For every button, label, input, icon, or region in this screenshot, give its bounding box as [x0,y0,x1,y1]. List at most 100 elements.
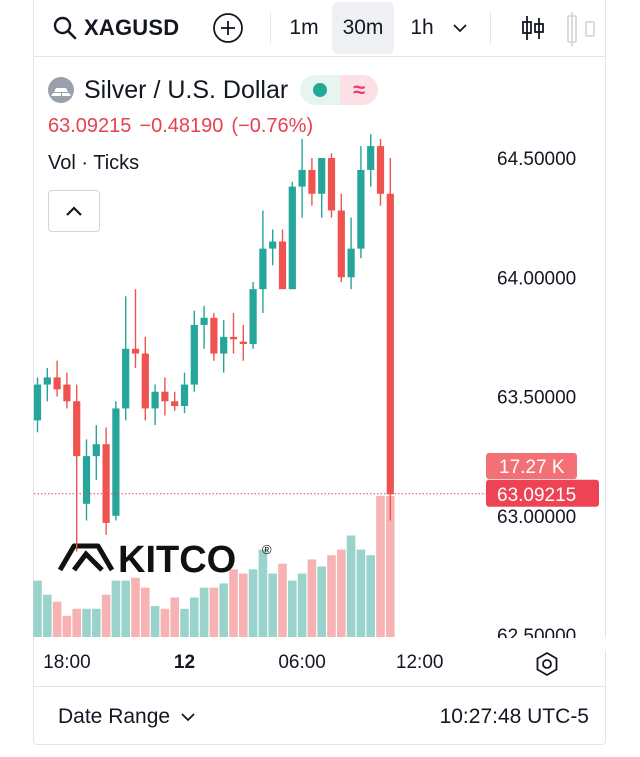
volume-bar [239,573,248,637]
candle-body [220,336,228,354]
collapse-legend-button[interactable] [48,190,100,232]
toolbar-divider [270,12,271,44]
candle-body [347,248,355,278]
search-icon [53,16,77,40]
candles-icon [522,16,544,40]
price-change: −0.48190 [139,115,224,137]
y-axis-tick-label: 63.00000 [497,507,576,528]
candle-body [161,391,169,402]
market-open-dot-icon [300,75,341,105]
candle-body [249,289,257,345]
volume-bar [209,587,219,637]
volume-bar [121,580,130,637]
candle-body [180,384,189,407]
volume-bar [52,601,62,637]
plus-circle-icon [213,13,243,43]
volume-bar [258,549,268,637]
volume-bar [111,580,121,637]
bottom-bar: Date Range 10:27:48 UTC-5 [34,686,605,747]
volume-bar [248,569,258,637]
volume-bar [337,549,346,637]
volume-bar [219,583,228,637]
interval-1h[interactable]: 1h [410,16,434,39]
candle-body [63,384,71,402]
candle-body [259,248,267,290]
toolbar-divider [490,12,491,44]
last-price: 63.09215 [48,115,132,137]
candle-body [367,146,375,170]
candle-body [239,341,247,345]
last-price-tag [486,479,599,507]
candle-body [357,169,365,249]
last-volume-tag [486,453,577,479]
candle-body [308,169,316,194]
date-range-label: Date Range [58,705,171,728]
interval-30m[interactable]: 30m [332,2,394,54]
volume-bar [170,597,179,637]
chart-type-button[interactable] [518,0,548,56]
chart-toolbar: XAGUSD 1m 30m 1h [34,0,605,57]
volume-bar [82,608,91,637]
chevron-down-icon [181,713,195,722]
volume-bar [229,569,238,637]
chart-settings-button[interactable] [533,650,561,678]
volume-bar [307,559,317,637]
volume-bar [327,555,336,637]
x-axis-tick-label: 12 [174,652,195,673]
interval-dropdown[interactable] [452,0,468,56]
candle-body [73,401,81,457]
volume-bar [33,580,42,637]
volume-bar [141,587,150,637]
volume-bar [346,535,356,637]
candle-body [151,391,159,409]
volume-bar [92,608,101,637]
candle-body [82,456,91,504]
volume-bar [278,563,287,637]
x-axis-tick-label: 12:00 [396,652,444,673]
pair-name: Silver / U.S. Dollar [84,75,289,104]
chevron-up-icon [66,206,82,216]
volume-bar [297,573,307,637]
time-zone-clock[interactable]: 10:27:48 UTC-5 [439,705,589,728]
volume-bar [160,608,170,637]
candle-body [278,241,287,290]
indicators-icon[interactable] [564,10,604,48]
candle-body [376,146,385,194]
compare-symbol-button[interactable] [212,0,244,56]
date-range-button[interactable]: Date Range [58,705,196,729]
chevron-down-icon [453,24,467,33]
candle-body [288,186,296,290]
candle-body [122,348,130,409]
candle-body [298,169,306,187]
last-volume-tag-label: 17.27 K [499,457,565,478]
volume-bar [366,555,375,637]
y-axis-tick-label: 63.50000 [497,388,576,409]
x-axis-tick-label: 06:00 [278,652,326,673]
symbol-legend: Silver / U.S. Dollar ≈ [48,74,379,106]
axis-cover [486,638,606,650]
volume-bar [43,594,52,637]
symbol-search[interactable]: XAGUSD [52,0,179,56]
candle-body [33,384,42,421]
interval-1m[interactable]: 1m [289,16,319,39]
candle-body [269,241,277,249]
volume-bar [317,566,326,637]
kitco-watermark: KITCO ® [57,539,272,581]
symbol-label: XAGUSD [84,15,180,40]
settings-hexagon-icon [536,651,558,677]
candle-body [43,377,51,385]
candle-body [327,158,336,211]
candle-body [102,444,110,523]
market-status-pill[interactable]: ≈ [300,75,379,105]
candle-body [131,348,140,354]
volume-bar [72,608,81,637]
last-price-tag-label: 63.09215 [497,485,576,506]
volume-bar [376,496,385,637]
candle-body [112,408,120,516]
candle-body [200,317,208,325]
delayed-data-icon: ≈ [340,75,379,105]
candle-body [337,210,345,278]
volume-bar [180,608,189,637]
volume-bar [150,605,160,637]
